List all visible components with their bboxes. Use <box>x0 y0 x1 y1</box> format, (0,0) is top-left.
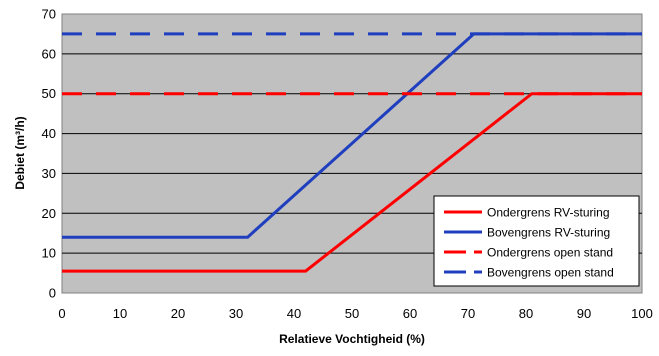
legend-label-2: Ondergrens open stand <box>487 246 613 260</box>
x-tick-0: 0 <box>58 306 65 321</box>
y-tick-70: 70 <box>42 7 56 22</box>
y-tick-0: 0 <box>49 286 56 301</box>
legend-label-3: Bovengrens open stand <box>487 266 614 280</box>
x-tick-20: 20 <box>171 306 185 321</box>
x-tick-40: 40 <box>287 306 301 321</box>
legend-label-0: Ondergrens RV-sturing <box>487 206 610 220</box>
x-tick-30: 30 <box>229 306 243 321</box>
x-tick-80: 80 <box>519 306 533 321</box>
y-tick-30: 30 <box>42 166 56 181</box>
y-tick-labels: 0 10 20 30 40 50 60 70 <box>42 7 56 301</box>
x-tick-90: 90 <box>577 306 591 321</box>
y-tick-20: 20 <box>42 206 56 221</box>
series-lines <box>62 32 642 273</box>
y-tick-50: 50 <box>42 86 56 101</box>
x-tick-70: 70 <box>461 306 475 321</box>
x-tick-100: 100 <box>631 306 653 321</box>
x-tick-60: 60 <box>403 306 417 321</box>
x-tick-labels: 0 10 20 30 40 50 60 70 80 90 100 <box>58 306 652 321</box>
y-tick-10: 10 <box>42 246 56 261</box>
x-tick-10: 10 <box>113 306 127 321</box>
x-tick-50: 50 <box>345 306 359 321</box>
y-axis-title: Debiet (m³/h) <box>13 116 27 189</box>
y-tick-40: 40 <box>42 126 56 141</box>
legend: Ondergrens RV-sturing Bovengrens RV-sturi… <box>433 195 640 287</box>
x-axis-title: Relatieve Vochtigheid (%) <box>279 332 425 346</box>
legend-label-1: Bovengrens RV-sturing <box>487 226 610 240</box>
y-tick-60: 60 <box>42 46 56 61</box>
